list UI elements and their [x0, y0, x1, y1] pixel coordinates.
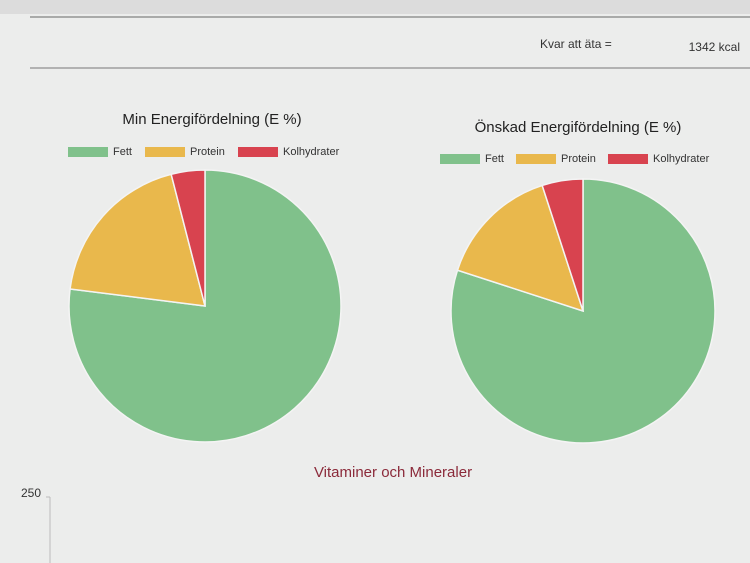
pie-slice: [69, 173, 207, 307]
legend-label: Kolhydrater: [283, 146, 340, 158]
legend-label: Fett: [485, 153, 504, 165]
legend-swatch: [608, 154, 648, 164]
legend-swatch: [68, 147, 108, 157]
remaining-value: 1342 kcal: [689, 40, 740, 54]
chart-title: Min Energifördelning (E %): [122, 111, 301, 128]
legend-swatch: [238, 147, 278, 157]
remaining-label: Kvar att äta =: [540, 37, 612, 51]
legend-swatch: [145, 147, 185, 157]
chart-title: Önskad Energifördelning (E %): [475, 118, 682, 136]
pie-slice: [170, 169, 206, 307]
legend-label: Protein: [190, 146, 225, 158]
chart-title: Vitaminer och Mineraler: [314, 464, 472, 481]
legend-swatch: [516, 154, 556, 164]
legend-swatch: [440, 154, 480, 164]
y-tick-label: 250: [21, 486, 41, 500]
browser-bar: [0, 0, 750, 14]
legend-label: Fett: [113, 146, 132, 158]
pie-slice: [541, 178, 584, 312]
legend-label: Protein: [561, 153, 596, 165]
legend-label: Kolhydrater: [653, 153, 710, 165]
pie-slice: [456, 184, 585, 313]
